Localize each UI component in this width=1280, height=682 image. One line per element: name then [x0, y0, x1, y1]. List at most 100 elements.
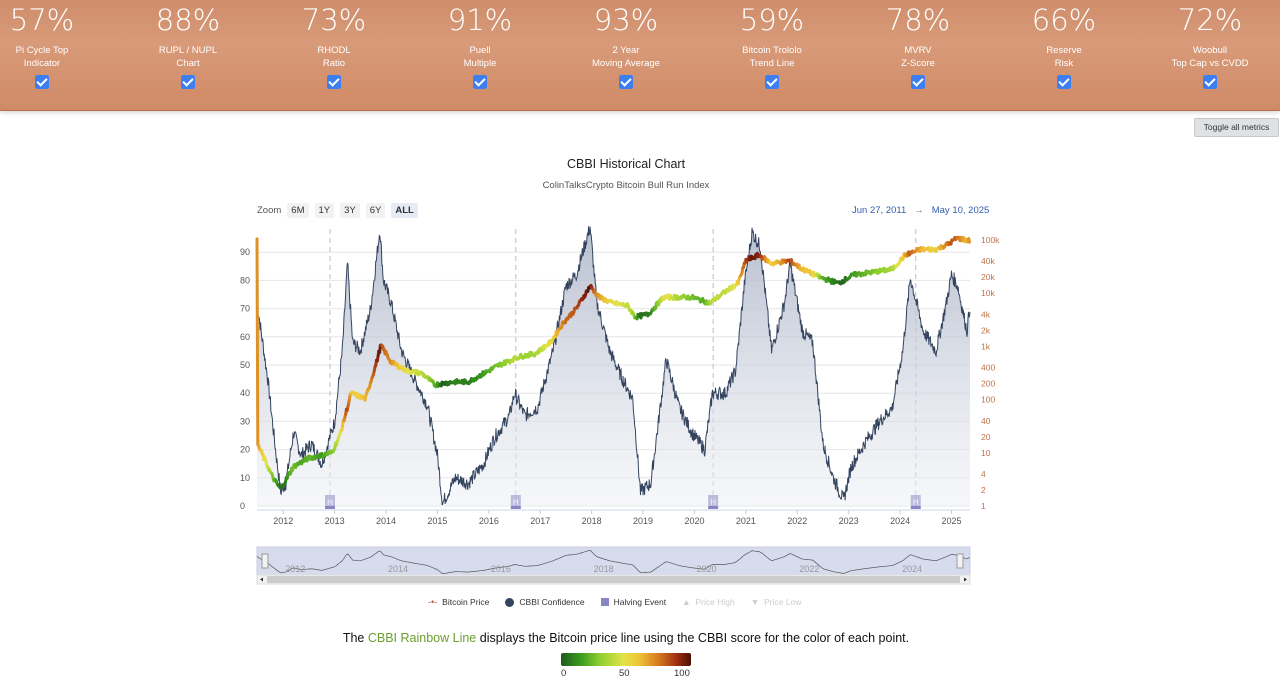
scrollbar-thumb[interactable]: [267, 576, 960, 583]
metric-checkbox[interactable]: [1057, 75, 1071, 89]
y-right-tick-label: 40: [981, 416, 991, 426]
zoom-label: Zoom: [257, 205, 282, 216]
navigator-handle-right[interactable]: [956, 553, 964, 569]
metric-percentage: 72%: [1177, 3, 1243, 37]
zoom-3y-button[interactable]: 3Y: [340, 203, 360, 218]
metric-checkbox[interactable]: [327, 75, 341, 89]
y-right-tick-label: 40k: [981, 256, 995, 266]
cbbi-color-gradient: [561, 653, 691, 666]
y-left-tick-label: 90: [240, 247, 250, 257]
metric-name-line2: Moving Average: [592, 58, 660, 69]
rainbow-segment: [967, 237, 971, 244]
navigator-handle-left[interactable]: [261, 553, 269, 569]
x-tick-label: 2013: [325, 516, 345, 526]
navigator-label: 2012: [285, 564, 305, 574]
x-tick-label: 2012: [273, 516, 293, 526]
bitcoin-price-rainbow-line[interactable]: [255, 235, 971, 490]
x-tick-label: 2020: [684, 516, 704, 526]
metric-name: RHODL Ratio: [261, 44, 407, 70]
scroll-left-arrow[interactable]: [260, 577, 263, 582]
range-to[interactable]: May 10, 2025: [931, 205, 990, 216]
chart-subtitle: ColinTalksCrypto Bitcoin Bull Run Index: [542, 180, 710, 191]
y-right-tick-label: 10: [981, 448, 991, 458]
y-right-tick-label: 100k: [981, 235, 1000, 245]
metric-name-line2: Z-Score: [901, 58, 935, 69]
zoom-6y-button[interactable]: 6Y: [365, 203, 386, 218]
caption-post: displays the Bitcoin price line using th…: [476, 631, 910, 645]
range-arrow: →: [914, 205, 924, 216]
y-right-tick-label: 400: [981, 363, 995, 373]
metric-name-line2: Trend Line: [749, 58, 795, 69]
scroll-right-arrow[interactable]: [964, 577, 967, 582]
metric-checkbox[interactable]: [1203, 75, 1217, 89]
metric-checkbox[interactable]: [911, 75, 925, 89]
x-tick-label: 2015: [427, 516, 447, 526]
navigator-label: 2014: [388, 564, 408, 574]
y-right-tick-label: 20: [981, 432, 991, 442]
metric-checkbox[interactable]: [181, 75, 195, 89]
date-range[interactable]: Jun 27, 2011 → May 10, 2025: [852, 205, 989, 216]
chart-legend: -•- Bitcoin Price CBBI Confidence Halving E…: [428, 597, 817, 607]
cbbi-confidence-area: [257, 226, 970, 506]
metric-checkbox[interactable]: [765, 75, 779, 89]
legend-label: Bitcoin Price: [442, 597, 490, 607]
x-tick-label: 2022: [787, 516, 807, 526]
metric-4: 93% 2 Year Moving Average: [553, 0, 699, 89]
legend-halving-event[interactable]: Halving Event: [600, 597, 666, 607]
cbbi-confidence-line[interactable]: [256, 226, 971, 506]
legend-price-high[interactable]: ▲ Price High: [682, 597, 735, 607]
navigator-label: 2016: [491, 564, 511, 574]
metric-name: Woobull Top Cap vs CVDD: [1137, 44, 1280, 70]
caption-pre: The: [342, 631, 368, 645]
zoom-6m-button[interactable]: 6M: [287, 203, 309, 218]
metric-5: 59% Bitcoin Trololo Trend Line: [699, 0, 845, 89]
range-from[interactable]: Jun 27, 2011: [852, 205, 907, 216]
navigator-series: [256, 549, 970, 574]
metric-checkbox[interactable]: [619, 75, 633, 89]
metric-checkbox[interactable]: [473, 75, 487, 89]
y-right-tick-label: 2k: [981, 325, 991, 335]
legend-cbbi-confidence[interactable]: CBBI Confidence: [505, 597, 585, 607]
gradient-label-0: 0: [561, 668, 567, 679]
legend-label: Price High: [695, 597, 735, 607]
legend-label: CBBI Confidence: [519, 597, 585, 607]
metric-name: Puell Multiple: [407, 44, 553, 70]
y-left-tick-label: 20: [240, 445, 250, 455]
y-right-tick-label: 1: [981, 501, 986, 511]
metric-name-line2: Top Cap vs CVDD: [1171, 58, 1249, 69]
x-tick-label: 2017: [530, 516, 550, 526]
legend-price-low[interactable]: ▼ Price Low: [750, 597, 802, 607]
navigator-label: 2022: [799, 564, 819, 574]
metric-6: 78% MVRV Z-Score: [845, 0, 991, 89]
x-tick-label: 2024: [890, 516, 910, 526]
legend-label: Price Low: [764, 597, 802, 607]
metric-percentage: 73%: [301, 3, 367, 37]
metric-name-line1: Pi Cycle Top: [15, 45, 69, 56]
y-left-tick-label: 40: [240, 388, 250, 398]
metric-name-line1: Reserve: [1046, 45, 1082, 56]
x-tick-label: 2019: [633, 516, 653, 526]
y-left-tick-label: 70: [240, 304, 250, 314]
metric-percentage: 78%: [885, 3, 951, 37]
metric-name-line1: Puell: [469, 45, 491, 56]
metric-name-line1: RHODL: [317, 45, 351, 56]
y-left-tick-label: 30: [240, 416, 250, 426]
navigator-window[interactable]: [256, 546, 971, 576]
legend-bitcoin-price[interactable]: -•- Bitcoin Price: [428, 597, 490, 607]
metrics-bar: 57% Pi Cycle Top Indicator 88% RUPL / NUPL Ch…: [0, 0, 1280, 111]
metric-name: 2 Year Moving Average: [553, 44, 699, 70]
x-tick-label: 2014: [376, 516, 396, 526]
y-right-tick-label: 4: [981, 469, 986, 479]
metric-name-line2: Indicator: [23, 58, 61, 69]
y-right-tick-label: 1k: [981, 341, 991, 351]
zoom-1y-button[interactable]: 1Y: [314, 203, 335, 218]
x-tick-label: 2023: [839, 516, 859, 526]
x-tick-label: 2018: [582, 516, 602, 526]
metric-checkbox[interactable]: [35, 75, 49, 89]
y-right-tick-label: 2: [981, 485, 986, 495]
metric-percentage: 59%: [739, 3, 805, 37]
toggle-all-metrics-button[interactable]: Toggle all metrics: [1194, 118, 1279, 137]
zoom-all-button[interactable]: ALL: [391, 203, 418, 218]
metric-name-line2: Risk: [1054, 58, 1074, 69]
